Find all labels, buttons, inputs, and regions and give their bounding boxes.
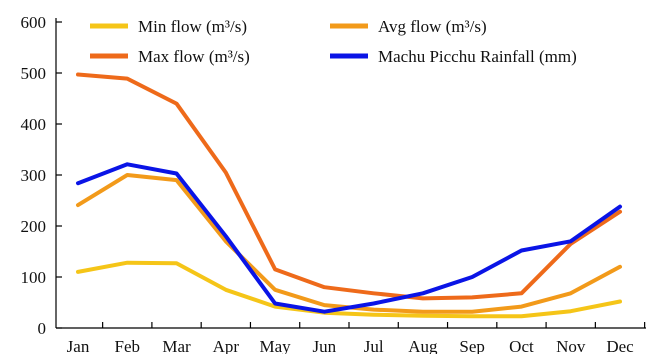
series-line-3 (76, 162, 622, 314)
x-tick-label: Sep (459, 337, 485, 354)
y-axis: 0 100 200 300 400 500 600 (21, 13, 62, 338)
legend-label: Machu Picchu Rainfall (mm) (378, 47, 577, 66)
x-tick-label: Mar (162, 337, 191, 354)
legend-entry: Min flow (m³/s) (90, 17, 247, 36)
x-tick-label: Dec (606, 337, 634, 354)
x-tick-label: Jun (313, 337, 337, 354)
x-tick-label: Oct (509, 337, 534, 354)
y-tick-label: 0 (38, 319, 47, 338)
legend-label: Avg flow (m³/s) (378, 17, 487, 36)
x-axis: Jan Feb Mar Apr May Jun Jul Aug Sep Oct Nov Dec (56, 322, 646, 354)
y-tick-label: 100 (21, 268, 47, 287)
x-tick-label: Jan (67, 337, 90, 354)
series-line-2 (76, 72, 622, 301)
legend-entry: Max flow (m³/s) (90, 47, 250, 66)
legend-label: Max flow (m³/s) (138, 47, 250, 66)
legend-entry: Avg flow (m³/s) (330, 17, 487, 36)
y-tick-label: 500 (21, 64, 47, 83)
legend: Min flow (m³/s) Avg flow (m³/s) Max flow (… (90, 17, 577, 66)
y-tick-label: 300 (21, 166, 47, 185)
legend-label: Min flow (m³/s) (138, 17, 247, 36)
x-tick-label: Aug (408, 337, 438, 354)
legend-entry: Machu Picchu Rainfall (mm) (330, 47, 577, 66)
x-tick-label: Apr (213, 337, 240, 354)
y-tick-label: 200 (21, 217, 47, 236)
x-tick-label: Feb (115, 337, 141, 354)
x-tick-label: Jul (364, 337, 384, 354)
x-tick-label: Nov (556, 337, 586, 354)
plot-area (76, 72, 622, 319)
x-tick-label: May (260, 337, 292, 354)
series-line-0 (76, 260, 622, 319)
y-tick-label: 400 (21, 115, 47, 134)
y-tick-label: 600 (21, 13, 47, 32)
